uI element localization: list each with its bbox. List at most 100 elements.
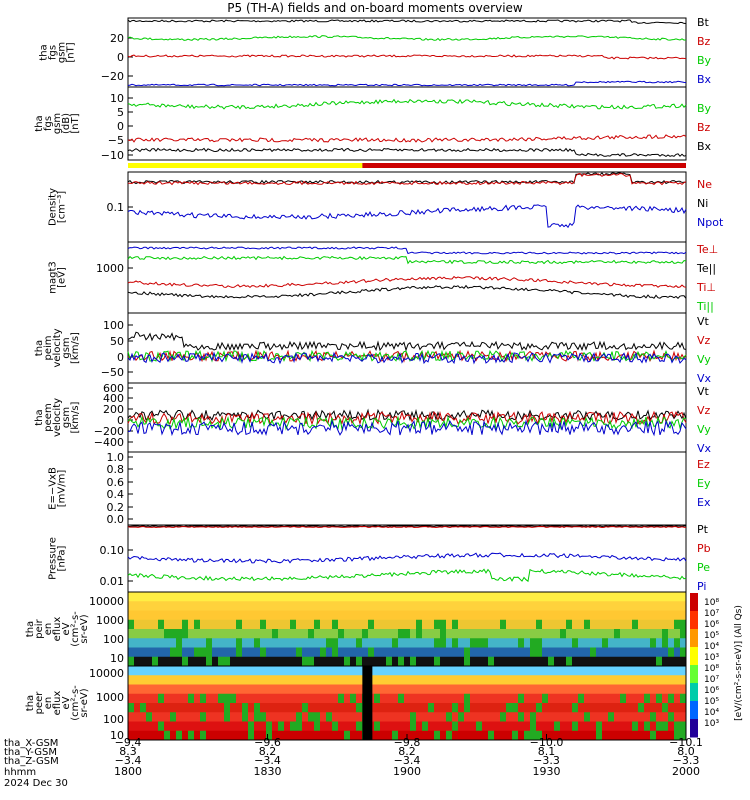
spectrogram-cell: [248, 592, 254, 602]
spectrogram-cell: [512, 619, 518, 630]
spectrogram-cell: [152, 592, 158, 602]
spectrogram-cell: [650, 703, 656, 713]
spectrogram-cell: [272, 601, 278, 611]
spectrogram-cell: [158, 656, 164, 667]
spectrogram-cell: [158, 712, 164, 722]
spectrogram-cell: [458, 703, 464, 713]
spectrogram-cell: [572, 693, 578, 704]
spectrogram-cell: [446, 684, 452, 695]
spectrogram-cell: [308, 730, 314, 741]
spectrogram-cell: [404, 592, 410, 602]
spectrogram-cell: [470, 712, 476, 722]
spectrogram-cell: [224, 666, 230, 676]
y-tick-label: 5: [117, 106, 124, 119]
spectrogram-cell: [542, 693, 548, 704]
peer-spectrogram: [127, 665, 687, 741]
spectrogram-cell: [536, 629, 542, 639]
y-tick-label: 1000: [96, 614, 124, 627]
spectrogram-cell: [644, 601, 650, 611]
spectrogram-cell: [152, 721, 158, 732]
spectrogram-cell: [392, 730, 398, 741]
spectrogram-cell: [392, 619, 398, 630]
spectrogram-cell: [452, 666, 458, 676]
spectrogram-cell: [356, 693, 362, 704]
spectrogram-cell: [356, 610, 362, 621]
spectrogram-cell: [548, 675, 554, 685]
spectrogram-cell: [458, 693, 464, 704]
spectrogram-cell: [290, 693, 296, 704]
y-axis-label: en: [43, 697, 54, 710]
spectrogram-cell: [614, 619, 620, 630]
spectrogram-cell: [470, 601, 476, 611]
spectrogram-cell: [680, 592, 686, 602]
spectrogram-cell: [230, 721, 236, 732]
spectrogram-cell: [512, 629, 518, 639]
spectrogram-cell: [176, 675, 182, 685]
spectrogram-cell: [494, 693, 500, 704]
spectrogram-cell: [332, 730, 338, 741]
spectrogram-cell: [344, 712, 350, 722]
spectrogram-cell: [500, 610, 506, 621]
y-tick-label: −5: [108, 134, 124, 147]
spectrogram-cell: [554, 703, 560, 713]
spectrogram-cell: [542, 619, 548, 630]
spectrogram-cell: [206, 647, 212, 658]
spectrogram-cell: [458, 675, 464, 685]
spectrogram-cell: [554, 647, 560, 658]
spectrogram-cell: [572, 666, 578, 676]
spectrogram-cell: [128, 675, 134, 685]
spectrogram-cell: [188, 721, 194, 732]
spectrogram-cell: [656, 721, 662, 732]
spectrogram-cell: [440, 601, 446, 611]
spectrogram-cell: [428, 675, 434, 685]
spectrogram-cell: [458, 619, 464, 630]
spectrogram-cell: [566, 693, 572, 704]
spectrogram-cell: [302, 610, 308, 621]
spectrogram-cell: [188, 592, 194, 602]
y-axis-label: eflux: [52, 617, 63, 642]
x-tick-ygsm: 8.2: [398, 745, 416, 758]
spectrogram-cell: [362, 619, 368, 630]
spectrogram-cell: [134, 666, 140, 676]
spectrogram-cell: [680, 730, 686, 741]
x-tick-zgsm: −3.3: [673, 754, 700, 767]
spectrogram-cell: [572, 656, 578, 667]
spectrogram-cell: [194, 619, 200, 630]
spectrogram-cell: [602, 619, 608, 630]
spectrogram-cell: [662, 693, 668, 704]
spectrogram-cell: [266, 684, 272, 695]
spectrogram-cell: [614, 675, 620, 685]
y-tick-label: 200: [103, 403, 124, 416]
spectrogram-cell: [446, 730, 452, 741]
spectrogram-cell: [602, 601, 608, 611]
spectrogram-cell: [164, 647, 170, 658]
spectrogram-cell: [140, 675, 146, 685]
spectrogram-cell: [680, 675, 686, 685]
spectrogram-cell: [140, 656, 146, 667]
spectrogram-cell: [146, 675, 152, 685]
y-axis-label: E=−VxB: [48, 467, 59, 510]
spectrogram-cell: [674, 721, 680, 732]
spectrogram-cell: [182, 638, 188, 648]
y-axis-label: [km/s]: [70, 332, 81, 364]
spectrogram-cell: [308, 712, 314, 722]
spectrogram-cell: [182, 592, 188, 602]
spectrogram-cell: [320, 693, 326, 704]
spectrogram-cell: [380, 675, 386, 685]
spectrogram-cell: [410, 666, 416, 676]
spectrogram-cell: [488, 610, 494, 621]
spectrogram-cell: [254, 721, 260, 732]
spectrogram-cell: [218, 619, 224, 630]
spectrogram-cell: [578, 629, 584, 639]
spectrogram-cell: [470, 703, 476, 713]
spectrogram-cell: [128, 703, 134, 713]
spectrogram-cell: [482, 601, 488, 611]
spectrogram-cell: [584, 712, 590, 722]
spectrogram-cell: [278, 601, 284, 611]
spectrogram-cell: [440, 703, 446, 713]
spectrogram-cell: [194, 592, 200, 602]
spectrogram-cell: [680, 619, 686, 630]
spectrogram-cell: [170, 675, 176, 685]
